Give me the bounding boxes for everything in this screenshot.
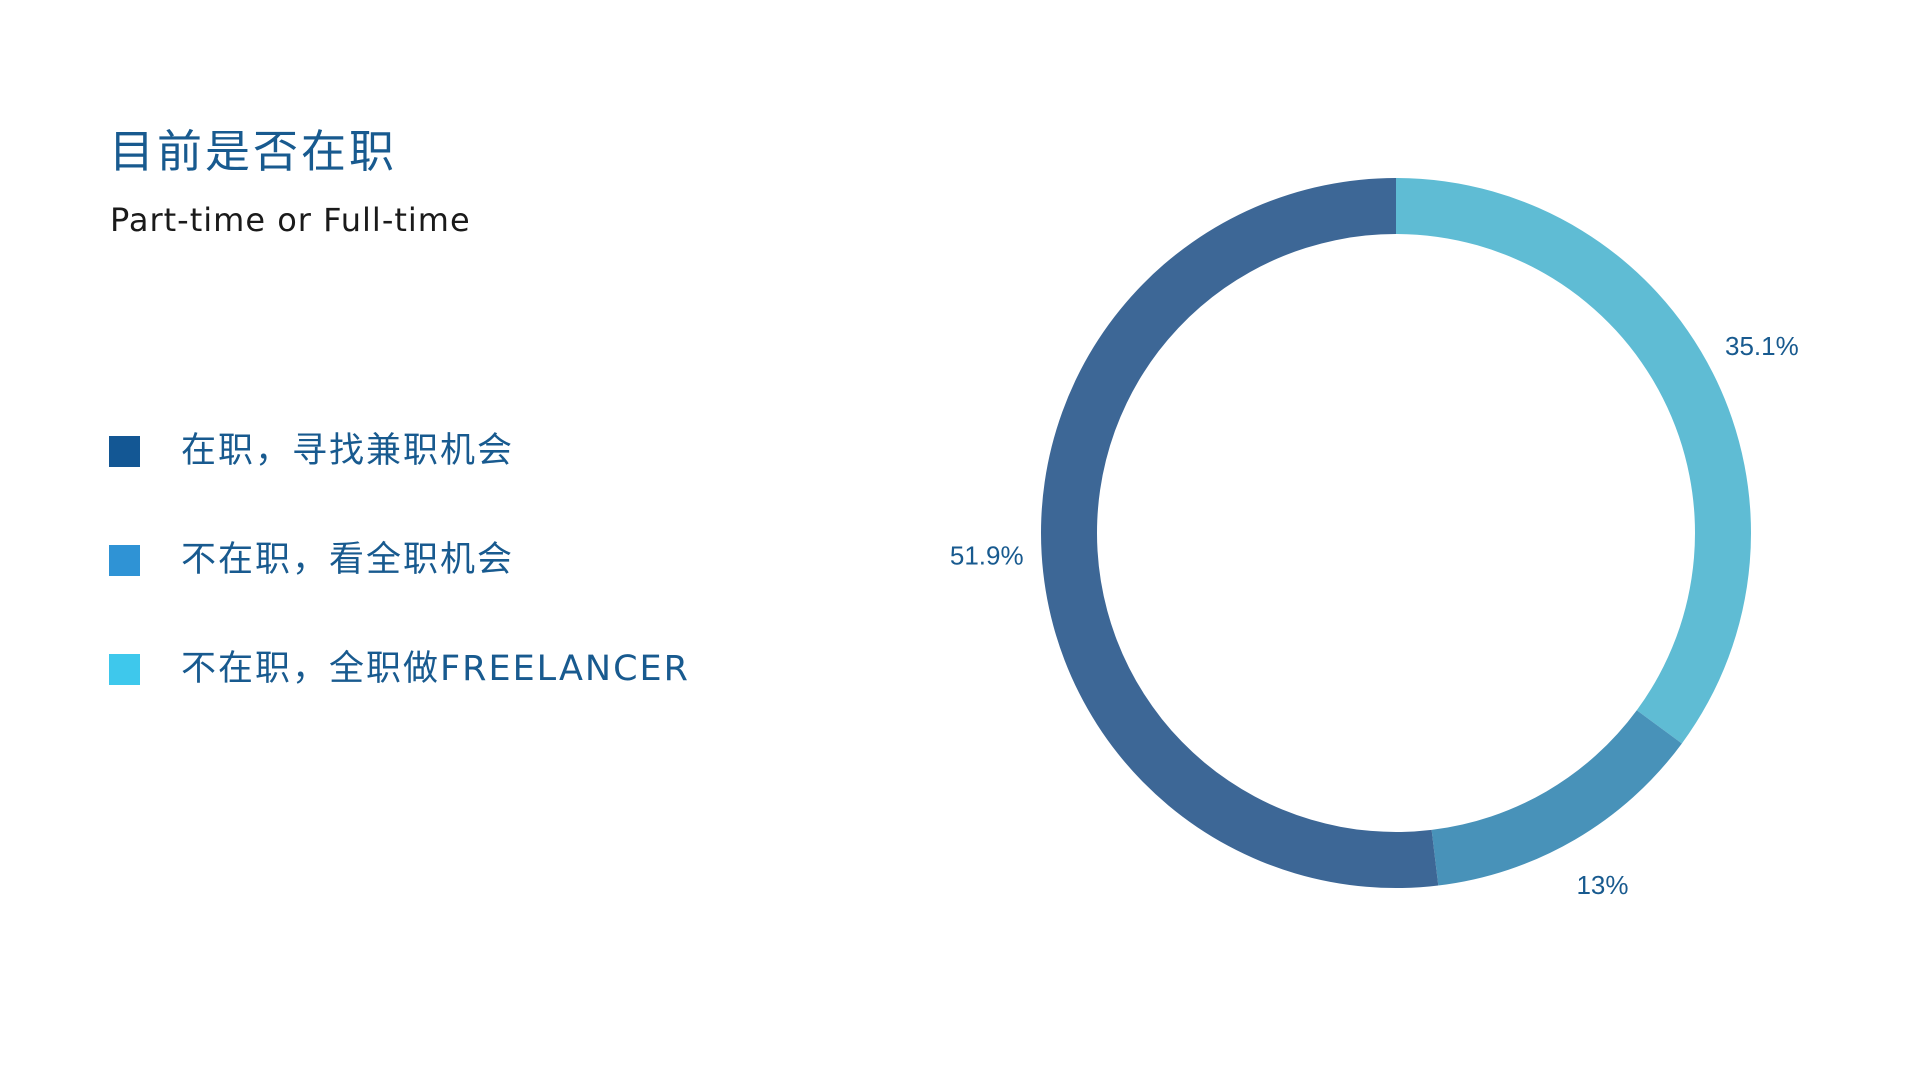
- chart-subtitle: Part-time or Full-time: [110, 201, 471, 239]
- legend-swatch: [109, 436, 140, 467]
- data-label-freelancer: 35.1%: [1725, 331, 1799, 361]
- legend-swatch: [109, 545, 140, 576]
- legend-label: 不在职，全职做FREELANCER: [181, 649, 690, 689]
- legend-swatch: [109, 654, 140, 685]
- legend-label: 在职，寻找兼职机会: [181, 431, 515, 471]
- data-label-full-time-search: 13%: [1576, 870, 1628, 900]
- donut-slice-full-time-search: [1431, 710, 1682, 886]
- chart-title: 目前是否在职: [109, 125, 398, 178]
- data-label-part-time: 51.9%: [950, 540, 1024, 570]
- donut-slice-part-time: [1041, 178, 1439, 888]
- legend-label: 不在职，看全职机会: [181, 540, 515, 580]
- donut-slice-freelancer: [1396, 178, 1751, 744]
